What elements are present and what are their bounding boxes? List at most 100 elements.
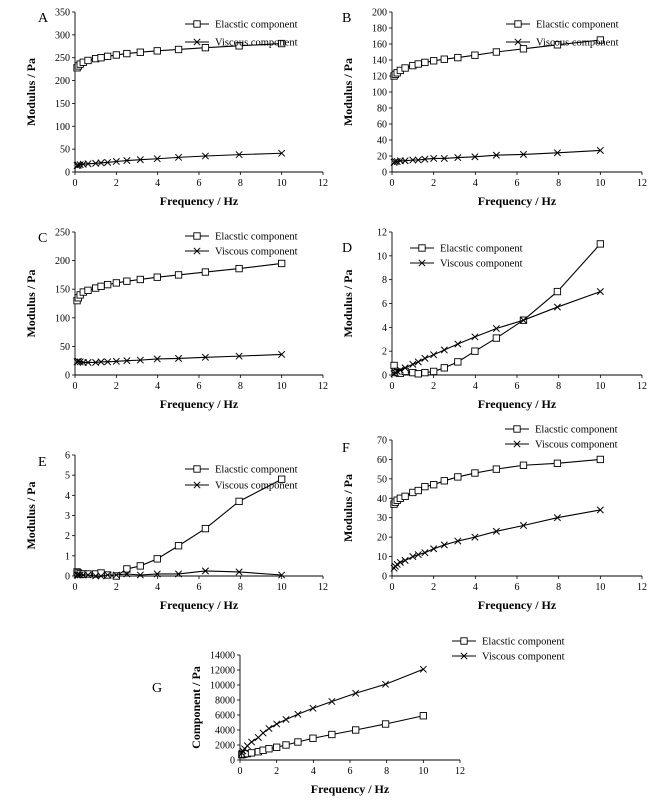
chart-panel-f: F 0 10 20 30 40 50 60 70 0 2 4 6 8 10 12 Frequency / Hz M… (341, 425, 647, 613)
y-tick-label: 0 (65, 168, 70, 179)
x-tick-label: 8 (384, 766, 389, 777)
x-tick-label: 6 (515, 582, 520, 593)
data-point (454, 53, 462, 62)
data-point (278, 39, 286, 48)
data-point (123, 277, 131, 285)
legend-marker (460, 637, 468, 645)
y-tick-label: 150 (55, 99, 70, 110)
x-tick-label: 12 (455, 766, 465, 777)
data-point (174, 570, 183, 578)
data-point (174, 45, 183, 54)
x-tick-label: 12 (318, 381, 328, 392)
x-tick-label: 4 (473, 381, 478, 392)
series-viscous: Viscous component (73, 38, 298, 170)
data-point (92, 572, 100, 580)
y-tick-label: 40 (377, 136, 387, 147)
data-point (97, 159, 105, 167)
x-tick-label: 4 (155, 178, 160, 189)
data-point (174, 271, 183, 279)
series-line (76, 478, 282, 577)
legend-marker (193, 465, 201, 473)
y-tick-label: 0 (65, 572, 70, 583)
data-point (401, 556, 409, 565)
y-tick-label: 10 (377, 552, 387, 563)
data-point (519, 150, 528, 158)
data-point (519, 461, 528, 469)
y-tick-label: 80 (377, 104, 387, 115)
x-axis-label: Frequency / Hz (478, 598, 557, 612)
data-point (174, 153, 183, 161)
data-point (396, 558, 404, 566)
y-tick-label: 3 (65, 511, 70, 522)
y-tick-label: 250 (55, 228, 70, 239)
data-point (553, 459, 562, 467)
y-tick-label: 250 (55, 53, 70, 64)
x-tick-label: 10 (595, 178, 605, 189)
data-point (201, 44, 210, 52)
data-point (440, 55, 448, 63)
x-tick-label: 0 (390, 178, 395, 189)
data-point (421, 354, 429, 362)
data-point (471, 347, 479, 355)
legend-label: Elacstic component (440, 244, 523, 255)
data-point (174, 542, 183, 550)
data-point (278, 350, 286, 358)
y-tick-label: 5 (65, 471, 70, 482)
panel-label: E (38, 455, 47, 470)
data-point (112, 571, 120, 579)
data-point (421, 58, 429, 67)
data-point (352, 726, 360, 734)
x-tick-label: 4 (155, 381, 160, 392)
legend-marker (514, 20, 522, 28)
data-point (104, 158, 112, 166)
y-tick-label: 0 (382, 572, 387, 583)
x-tick-label: 2 (114, 381, 119, 392)
y-tick-label: 180 (372, 24, 387, 35)
data-point (454, 537, 462, 545)
y-axis-label: Modulus / Pa (24, 58, 38, 126)
data-point (519, 316, 528, 324)
data-point (553, 303, 561, 311)
data-point (84, 571, 92, 579)
legend-marker (513, 440, 521, 448)
data-point (273, 743, 281, 751)
series-line (241, 668, 424, 754)
series-viscous: Viscous component (238, 652, 565, 757)
data-point (136, 562, 144, 570)
legend-label: Viscous component (215, 38, 298, 49)
series-line (393, 291, 601, 375)
y-axis-label: Component / Pa (189, 666, 203, 749)
data-point (235, 151, 243, 159)
series-line (393, 149, 601, 163)
y-tick-label: 4 (65, 491, 70, 502)
data-point (471, 533, 479, 541)
data-point (136, 275, 144, 284)
y-axis-label: Modulus / Pa (341, 269, 355, 337)
y-tick-label: 150 (55, 285, 70, 296)
x-tick-label: 4 (473, 178, 478, 189)
x-tick-label: 12 (637, 582, 647, 593)
data-point (430, 367, 438, 376)
y-tick-label: 0 (382, 371, 387, 382)
data-point (153, 47, 161, 55)
legend-label: Elacstic component (215, 232, 298, 243)
x-tick-label: 2 (431, 381, 436, 392)
x-tick-label: 12 (318, 178, 328, 189)
legend-marker (460, 652, 468, 660)
data-point (235, 264, 243, 273)
x-tick-label: 6 (197, 381, 202, 392)
data-point (174, 354, 183, 362)
data-point (414, 551, 422, 559)
series-elastic: Elacstic component (390, 20, 619, 80)
data-point (153, 155, 161, 163)
x-tick-label: 10 (595, 381, 605, 392)
x-tick-label: 10 (277, 381, 287, 392)
y-tick-label: 70 (377, 436, 387, 447)
data-point (440, 364, 448, 372)
x-tick-label: 0 (238, 766, 243, 777)
panel-label: A (38, 11, 49, 26)
x-tick-label: 8 (556, 178, 561, 189)
y-tick-label: 300 (55, 30, 70, 41)
data-point (401, 364, 409, 372)
data-point (97, 282, 105, 290)
